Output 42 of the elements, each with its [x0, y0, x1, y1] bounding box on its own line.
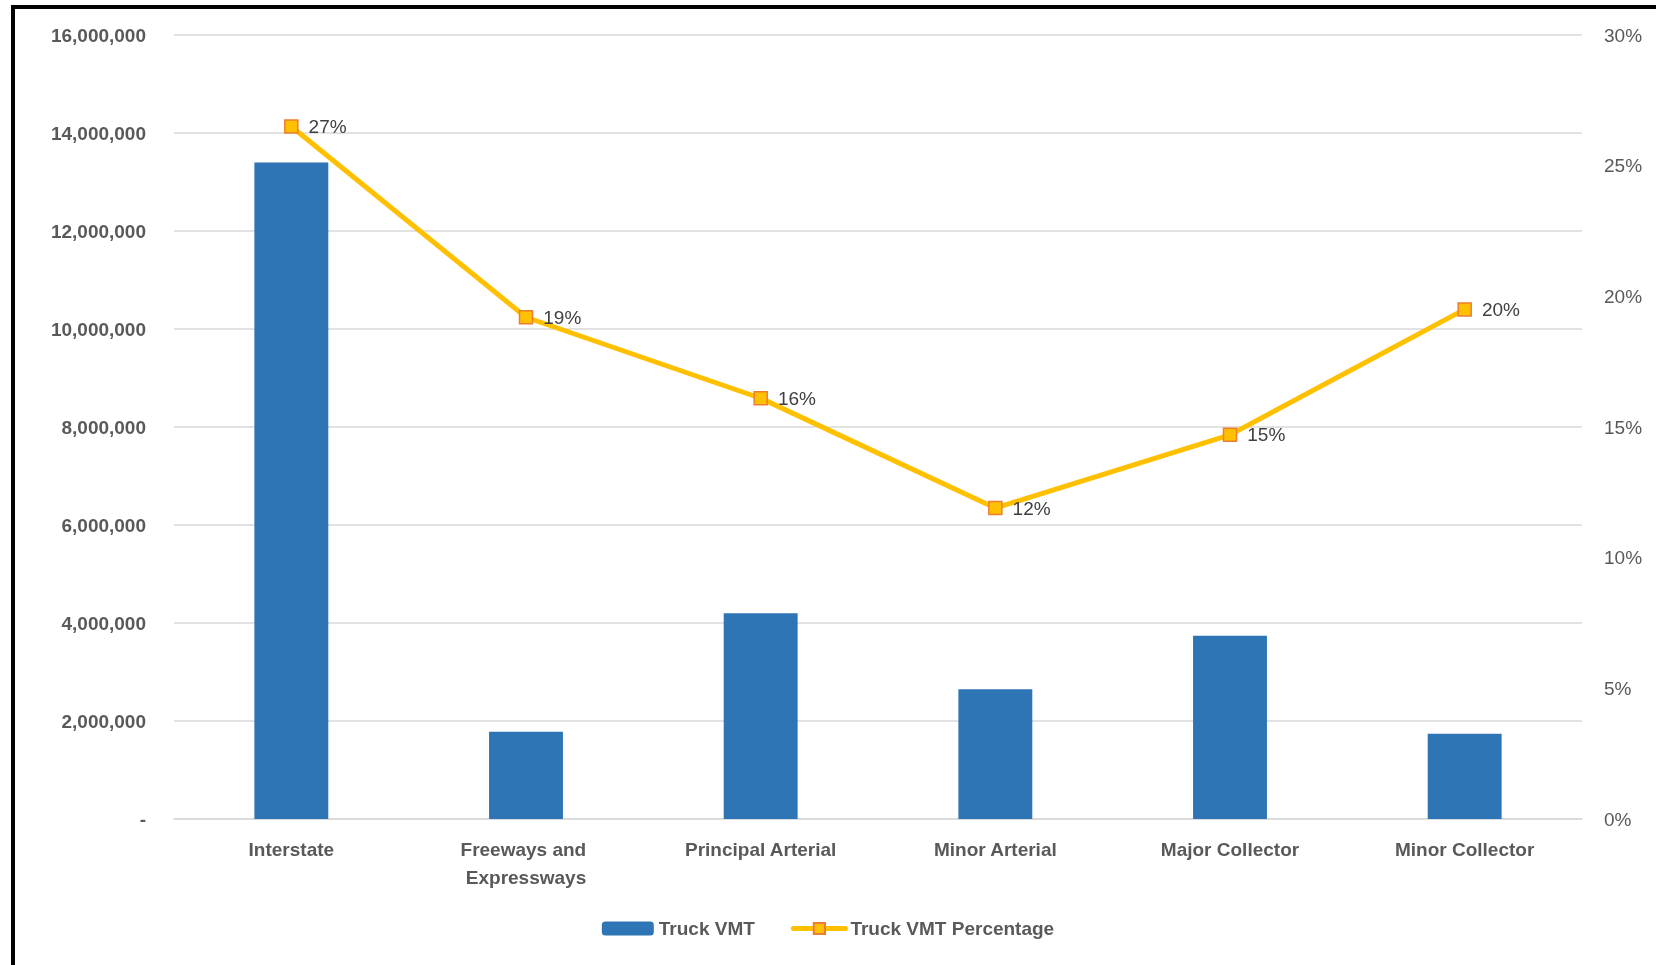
x-tick-label: Minor Collector: [1394, 838, 1535, 860]
y2-tick-label: 5%: [1604, 677, 1632, 699]
y2-tick-label: 25%: [1604, 155, 1643, 177]
y-tick-label: 2,000,000: [61, 710, 146, 732]
y2-tick-label: 0%: [1604, 808, 1632, 830]
y2-tick-label: 30%: [1604, 24, 1643, 46]
point: [753, 391, 768, 406]
y2-tick-label: 20%: [1604, 285, 1643, 307]
data-label: 27%: [308, 115, 347, 137]
bar: [958, 689, 1033, 819]
point: [1222, 427, 1238, 443]
y-tick-label: 4,000,000: [61, 612, 146, 634]
data-label: 12%: [1012, 497, 1051, 519]
point: [988, 500, 1003, 516]
data-label: 20%: [1481, 298, 1521, 320]
bar: [489, 731, 563, 819]
y-tick-label: 6,000,000: [61, 514, 146, 536]
x-tick-label: Freeways and Expressways: [460, 838, 592, 888]
point: [518, 309, 534, 325]
y-tick-label: 8,000,000: [61, 416, 146, 438]
bar: [723, 613, 798, 819]
x-tick-label: Interstate: [248, 838, 335, 860]
point: [284, 119, 299, 134]
y2-tick-label: 10%: [1604, 547, 1643, 569]
legend-label: Truck VMT Percentage: [850, 918, 1055, 939]
x-tick-label: Major Collector: [1160, 838, 1300, 860]
bar: [254, 162, 329, 819]
x-tick-label: Principal Arterial: [684, 838, 837, 860]
bar: [1427, 733, 1502, 819]
data-label: 16%: [777, 387, 817, 409]
point: [1457, 302, 1472, 317]
legend-label: Truck VMT: [658, 918, 756, 939]
y-tick-label: 10,000,000: [50, 318, 146, 340]
bar: [1193, 635, 1267, 819]
y-tick-label: 14,000,000: [50, 122, 146, 144]
x-tick-label: Minor Arterial: [933, 838, 1057, 860]
data-label: 19%: [543, 306, 582, 328]
data-label: 15%: [1247, 424, 1286, 446]
y-tick-label: -: [139, 808, 146, 830]
y2-tick-label: 15%: [1604, 416, 1643, 438]
y-tick-label: 12,000,000: [50, 220, 146, 242]
y-tick-label: 16,000,000: [50, 24, 146, 46]
